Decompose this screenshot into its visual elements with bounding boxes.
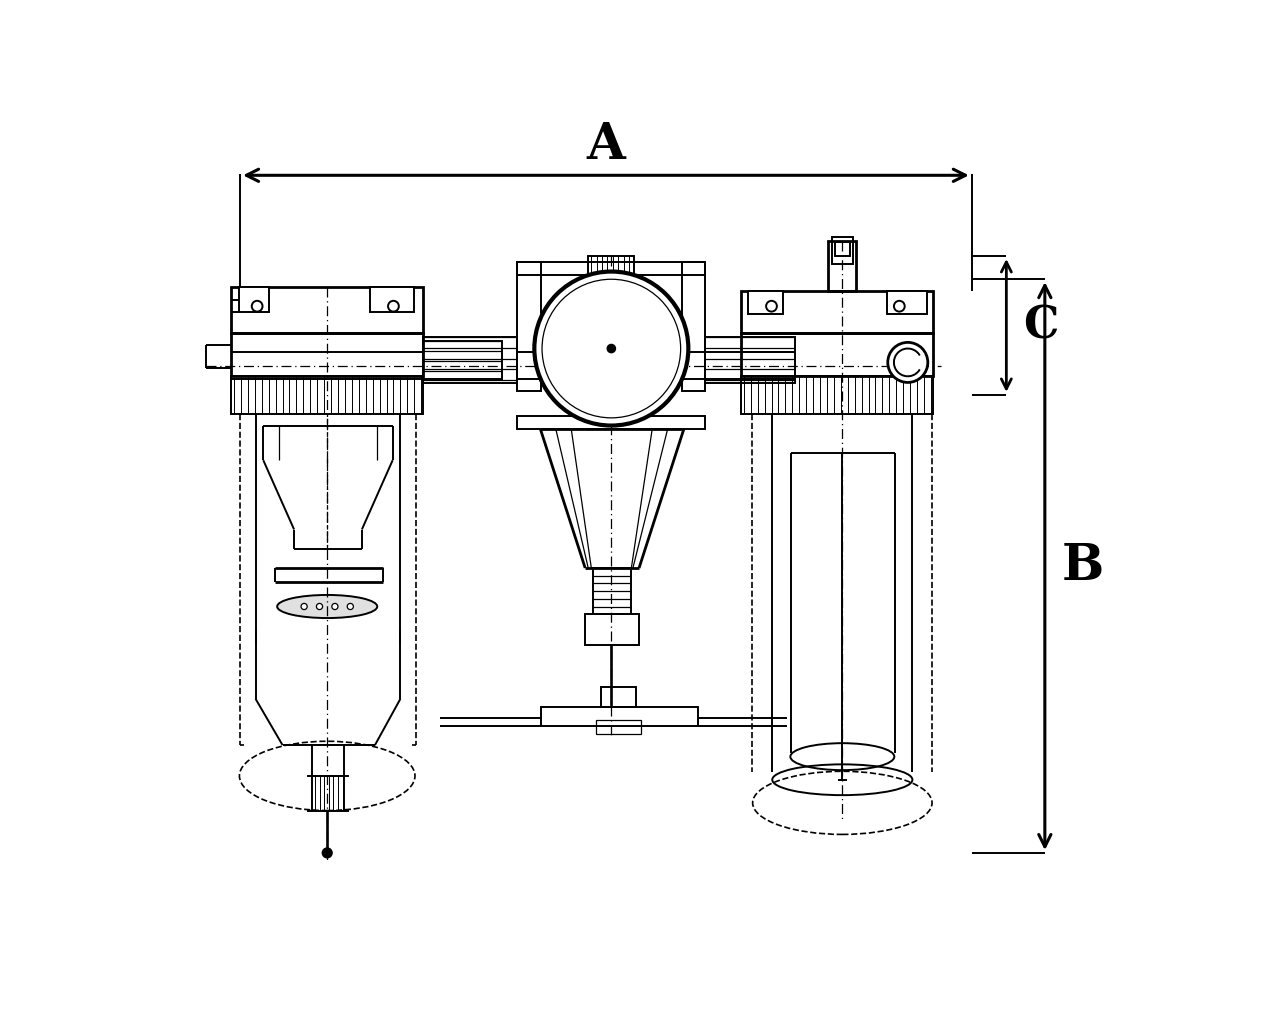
Text: A: A	[586, 121, 626, 170]
Bar	[835, 244, 850, 257]
Ellipse shape	[278, 595, 378, 619]
Circle shape	[534, 272, 689, 426]
Bar	[741, 376, 933, 415]
Bar	[238, 287, 270, 313]
Circle shape	[888, 343, 928, 383]
Bar	[517, 262, 540, 391]
Bar	[741, 291, 933, 334]
Bar	[370, 287, 415, 313]
Bar	[424, 341, 502, 380]
Circle shape	[388, 302, 399, 312]
Bar	[517, 416, 705, 430]
Circle shape	[301, 604, 307, 610]
Circle shape	[332, 604, 338, 610]
Bar	[828, 242, 856, 291]
Circle shape	[347, 604, 353, 610]
Bar	[540, 707, 698, 727]
Circle shape	[316, 604, 323, 610]
Bar	[585, 614, 639, 645]
Bar	[741, 334, 933, 376]
Text: B: B	[1062, 542, 1105, 591]
Bar	[424, 337, 517, 384]
Bar	[705, 337, 795, 384]
Bar	[887, 291, 927, 315]
Bar	[230, 334, 424, 376]
Bar	[312, 776, 344, 811]
Bar	[230, 287, 424, 334]
Text: C: C	[1023, 305, 1059, 347]
Bar	[230, 376, 424, 415]
Bar	[589, 257, 635, 287]
Bar	[593, 569, 631, 614]
Bar	[517, 262, 705, 276]
Bar	[312, 745, 344, 776]
Circle shape	[323, 849, 332, 858]
Bar	[749, 291, 783, 315]
Circle shape	[252, 302, 262, 312]
Bar	[832, 237, 854, 265]
Circle shape	[893, 302, 905, 312]
Bar	[596, 720, 640, 734]
Circle shape	[767, 302, 777, 312]
Circle shape	[608, 345, 616, 353]
Bar	[682, 262, 705, 391]
Bar	[600, 688, 636, 707]
